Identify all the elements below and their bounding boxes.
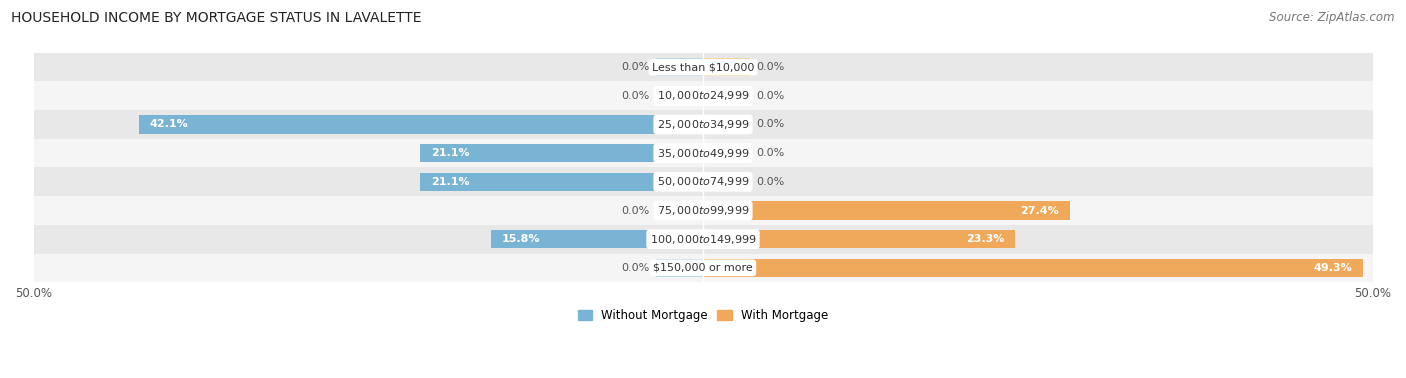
Text: 21.1%: 21.1% [432,148,470,158]
Bar [34,254,1372,282]
Text: 21.1%: 21.1% [432,177,470,187]
Bar [657,87,703,105]
Text: 23.3%: 23.3% [966,234,1004,244]
Text: 0.0%: 0.0% [756,177,785,187]
Text: 0.0%: 0.0% [621,91,650,101]
Bar [657,201,703,220]
Bar [34,110,1372,139]
Bar [34,82,1372,110]
Text: HOUSEHOLD INCOME BY MORTGAGE STATUS IN LAVALETTE: HOUSEHOLD INCOME BY MORTGAGE STATUS IN L… [11,11,422,25]
Bar [34,139,1372,167]
Text: 0.0%: 0.0% [621,62,650,72]
Bar [139,115,703,134]
Text: $35,000 to $49,999: $35,000 to $49,999 [657,147,749,160]
Text: Less than $10,000: Less than $10,000 [652,62,754,72]
Text: 0.0%: 0.0% [621,206,650,215]
Bar [657,259,703,277]
Text: 49.3%: 49.3% [1313,263,1353,273]
Text: 0.0%: 0.0% [756,62,785,72]
Bar [420,144,703,163]
Bar [703,144,749,163]
Bar [34,167,1372,196]
Text: 27.4%: 27.4% [1021,206,1059,215]
Bar [703,58,749,76]
Text: 0.0%: 0.0% [621,263,650,273]
Text: $150,000 or more: $150,000 or more [654,263,752,273]
Text: 0.0%: 0.0% [756,91,785,101]
Bar [34,53,1372,82]
Bar [703,201,1070,220]
Text: 15.8%: 15.8% [502,234,541,244]
Text: $75,000 to $99,999: $75,000 to $99,999 [657,204,749,217]
Bar [34,225,1372,254]
Text: $25,000 to $34,999: $25,000 to $34,999 [657,118,749,131]
Bar [492,230,703,248]
Bar [703,230,1015,248]
Text: 42.1%: 42.1% [150,119,188,130]
Bar [703,87,749,105]
Text: $50,000 to $74,999: $50,000 to $74,999 [657,175,749,188]
Text: 0.0%: 0.0% [756,148,785,158]
Text: 0.0%: 0.0% [756,119,785,130]
Text: $100,000 to $149,999: $100,000 to $149,999 [650,233,756,246]
Bar [703,259,1364,277]
Legend: Without Mortgage, With Mortgage: Without Mortgage, With Mortgage [574,304,832,327]
Bar [657,58,703,76]
Text: Source: ZipAtlas.com: Source: ZipAtlas.com [1270,11,1395,24]
Bar [703,172,749,191]
Bar [420,172,703,191]
Text: $10,000 to $24,999: $10,000 to $24,999 [657,89,749,102]
Bar [34,196,1372,225]
Bar [703,115,749,134]
